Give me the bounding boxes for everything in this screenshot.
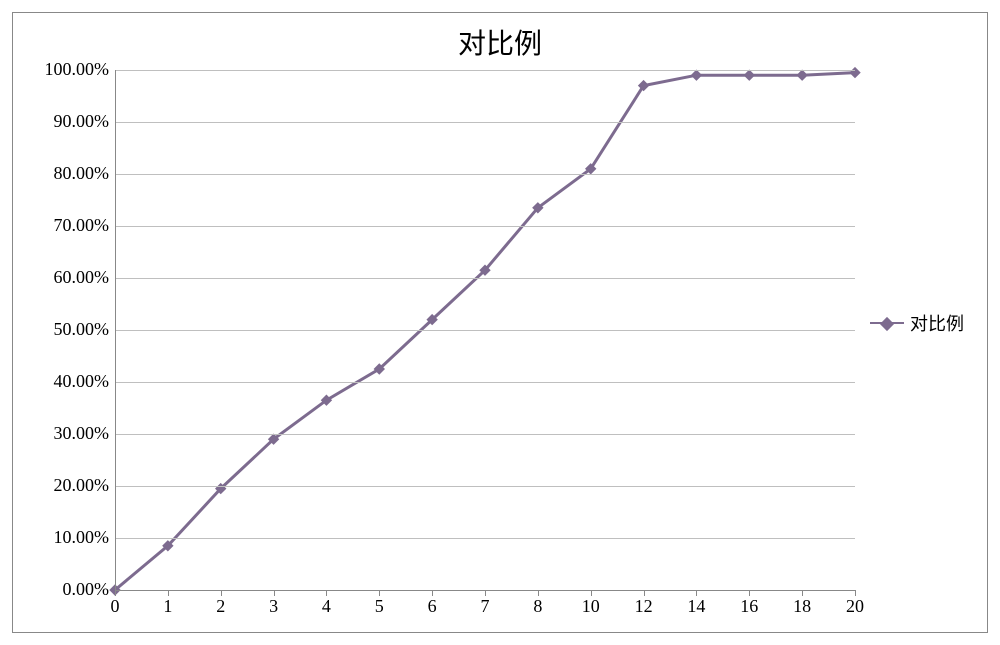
series-line <box>115 73 855 590</box>
x-tick-label: 8 <box>523 596 553 617</box>
x-tick-label: 1 <box>153 596 183 617</box>
x-tick-label: 5 <box>364 596 394 617</box>
gridline <box>115 122 855 123</box>
gridline <box>115 486 855 487</box>
series-marker-icon <box>744 70 754 80</box>
legend-label: 对比例 <box>910 310 964 336</box>
y-tick-label: 20.00% <box>25 475 109 496</box>
y-tick-label: 50.00% <box>25 319 109 340</box>
x-tick-label: 2 <box>206 596 236 617</box>
y-tick-label: 100.00% <box>25 59 109 80</box>
x-tick-label: 12 <box>629 596 659 617</box>
y-tick-label: 60.00% <box>25 267 109 288</box>
gridline <box>115 226 855 227</box>
y-tick-label: 70.00% <box>25 215 109 236</box>
x-tick-label: 20 <box>840 596 870 617</box>
gridline <box>115 174 855 175</box>
gridline <box>115 278 855 279</box>
x-tick-label: 14 <box>681 596 711 617</box>
x-tick-label: 10 <box>576 596 606 617</box>
y-tick-label: 10.00% <box>25 527 109 548</box>
gridline <box>115 382 855 383</box>
gridline <box>115 538 855 539</box>
y-tick-label: 90.00% <box>25 111 109 132</box>
gridline <box>115 434 855 435</box>
x-tick-label: 3 <box>259 596 289 617</box>
legend: 对比例 <box>870 310 964 336</box>
y-tick-label: 0.00% <box>25 579 109 600</box>
plot-area <box>115 70 855 590</box>
series-marker-icon <box>691 70 701 80</box>
x-tick-label: 16 <box>734 596 764 617</box>
x-tick-label: 0 <box>100 596 130 617</box>
y-tick-label: 80.00% <box>25 163 109 184</box>
gridline <box>115 70 855 71</box>
chart-title: 对比例 <box>12 22 988 62</box>
series-marker-icon <box>797 70 807 80</box>
y-tick-label: 30.00% <box>25 423 109 444</box>
legend-line <box>870 322 904 324</box>
y-axis-line <box>115 70 116 590</box>
y-tick-label: 40.00% <box>25 371 109 392</box>
x-tick-label: 6 <box>417 596 447 617</box>
x-tick-label: 4 <box>311 596 341 617</box>
gridline <box>115 330 855 331</box>
x-tick-label: 7 <box>470 596 500 617</box>
x-tick-label: 18 <box>787 596 817 617</box>
